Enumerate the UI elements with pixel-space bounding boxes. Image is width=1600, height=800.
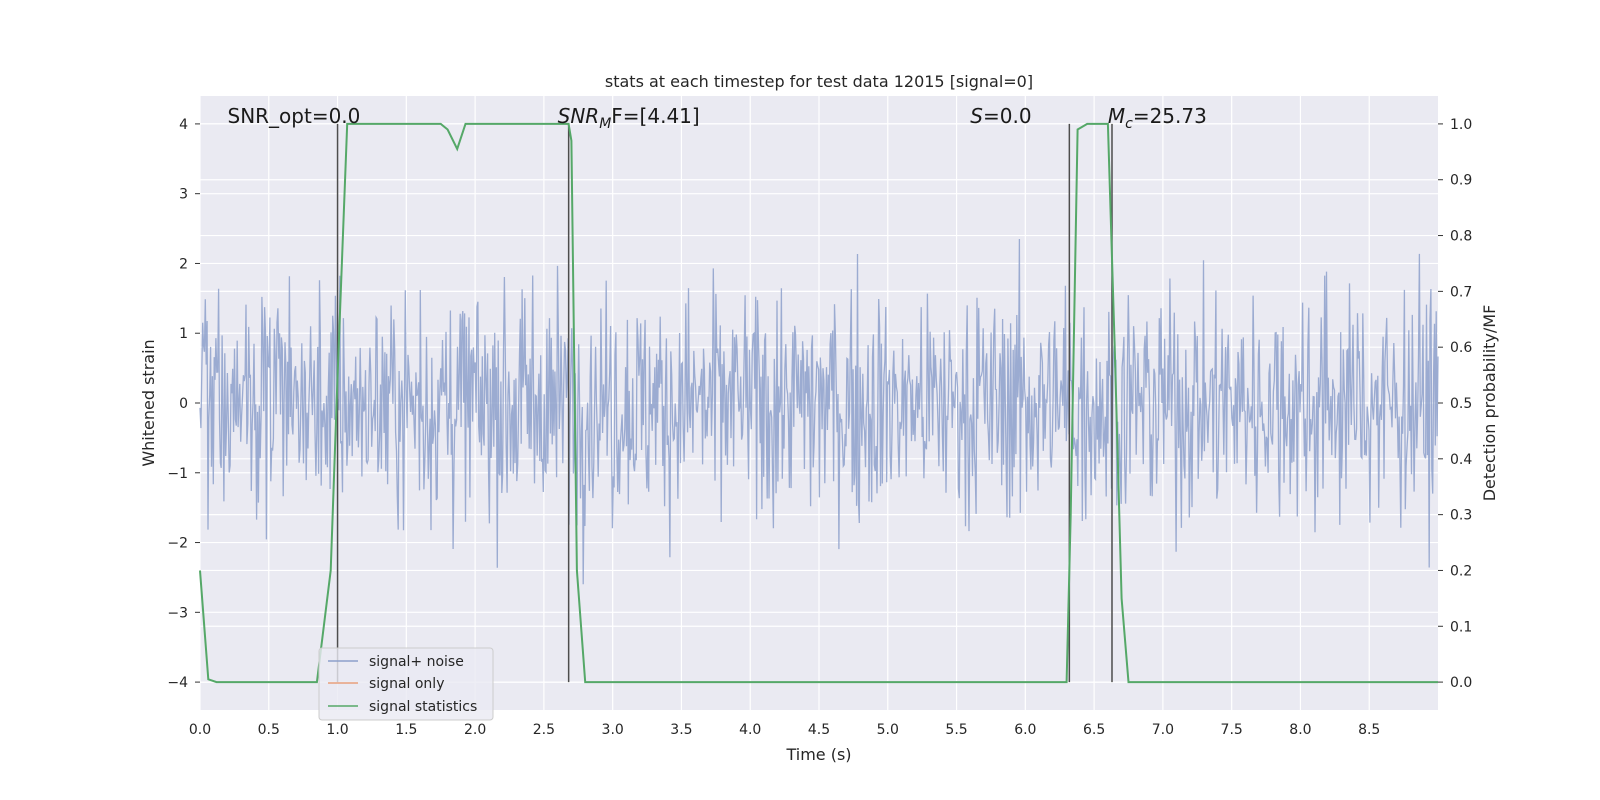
y-tick-label: 0	[179, 396, 188, 412]
y-tick-label: −3	[167, 605, 188, 621]
y-right-tick-label: 0.5	[1450, 396, 1472, 412]
x-tick-label: 8.5	[1358, 722, 1380, 738]
x-tick-label: 0.0	[189, 722, 211, 738]
y-axis-label-right: Detection probability/MF	[1480, 305, 1499, 502]
legend-label-signal-statistics: signal statistics	[369, 699, 477, 715]
x-tick-label: 4.5	[808, 722, 830, 738]
legend: signal+ noise signal only signal statist…	[318, 647, 494, 721]
x-tick-label: 8.0	[1289, 722, 1311, 738]
y-tick-label: 4	[179, 117, 188, 133]
series-signal-noise	[199, 238, 1439, 585]
x-tick-label: 5.0	[877, 722, 899, 738]
x-tick-label: 3.5	[670, 722, 692, 738]
y-right-tick-label: 0.1	[1450, 619, 1472, 635]
annotation-text: SNRMF=[4.41]	[558, 104, 700, 132]
y-right-tick-label: 1.0	[1450, 117, 1472, 133]
y-right-tick-label: 0.7	[1450, 284, 1472, 300]
x-tick-label: 0.5	[258, 722, 280, 738]
y-right-tick-label: 0.3	[1450, 508, 1472, 524]
y-tick-label: 3	[179, 187, 188, 203]
series-signal-statistics	[199, 122, 1438, 684]
chart-title: stats at each timestep for test data 120…	[605, 72, 1033, 91]
x-tick-label: 7.5	[1221, 722, 1243, 738]
statistics-line	[199, 122, 1438, 684]
y-tick-label: 1	[179, 326, 188, 342]
x-tick-label: 6.5	[1083, 722, 1105, 738]
y-tick-label: −2	[167, 536, 188, 552]
x-tick-label: 1.0	[326, 722, 348, 738]
legend-label-signal-only: signal only	[369, 676, 444, 692]
y-right-tick-label: 0.2	[1450, 563, 1472, 579]
y-tick-label: 2	[179, 256, 188, 272]
y-axis-label: Whitened strain	[139, 339, 158, 466]
y-right-tick-label: 0.8	[1450, 229, 1472, 245]
y-tick-label: −4	[167, 675, 188, 691]
x-tick-label: 3.0	[602, 722, 624, 738]
y-right-tick-label: 0.4	[1450, 452, 1472, 468]
y-right-tick-label: 0.0	[1450, 675, 1472, 691]
y-right-tick-label: 0.9	[1450, 173, 1472, 189]
x-tick-label: 7.0	[1152, 722, 1174, 738]
annotations: SNR_opt=0.0 SNRMF=[4.41] S=0.0 Mc=25.73	[228, 104, 1207, 132]
annotation-text: Mc=25.73	[1108, 104, 1207, 132]
tick-labels: 0.0 0.5 1.0 1.5 2.0 2.5 3.0 3.5 4.0 4.5 5.0 5.5 6.0 6…	[167, 117, 1472, 738]
x-tick-label: 1.5	[395, 722, 417, 738]
y-tick-label: −1	[167, 466, 188, 482]
x-tick-label: 6.0	[1014, 722, 1036, 738]
legend-label-signal-noise: signal+ noise	[369, 654, 464, 670]
noise-trace	[199, 238, 1439, 585]
x-tick-label: 5.5	[945, 722, 967, 738]
legend-box	[318, 647, 494, 721]
annotation-text: S=0.0	[970, 104, 1031, 128]
annotation-text: SNR_opt=0.0	[228, 104, 361, 128]
y-right-tick-label: 0.6	[1450, 340, 1472, 356]
x-tick-label: 4.0	[739, 722, 761, 738]
x-tick-label: 2.0	[464, 722, 486, 738]
x-tick-label: 2.5	[533, 722, 555, 738]
x-axis-label: Time (s)	[785, 745, 851, 764]
